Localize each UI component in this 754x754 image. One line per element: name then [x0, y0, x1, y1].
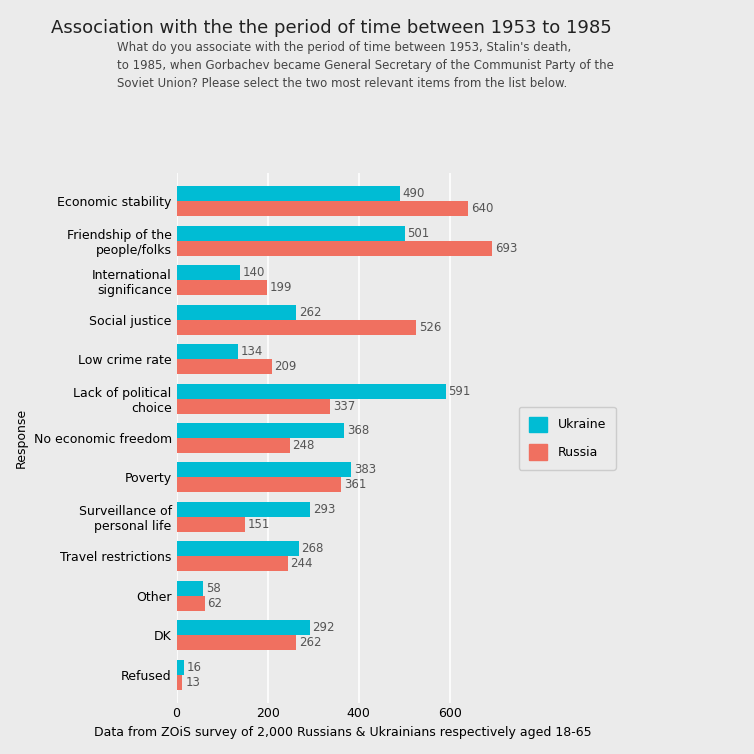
Text: 693: 693 [495, 241, 517, 255]
Text: 268: 268 [302, 542, 323, 556]
Bar [176, 201, 468, 216]
Text: 368: 368 [347, 424, 369, 437]
Bar [176, 399, 330, 413]
Bar [176, 320, 416, 335]
Bar [176, 541, 299, 556]
Text: 383: 383 [354, 464, 376, 477]
Text: What do you associate with the period of time between 1953, Stalin's death,
to 1: What do you associate with the period of… [117, 41, 614, 90]
Bar [176, 462, 351, 477]
Y-axis label: Response: Response [15, 408, 28, 468]
Text: 262: 262 [299, 305, 321, 318]
Bar [176, 241, 492, 256]
Bar [176, 660, 184, 675]
Text: 140: 140 [243, 266, 265, 279]
Bar [176, 438, 290, 453]
Text: 151: 151 [248, 518, 271, 531]
Bar [176, 517, 245, 532]
Text: 209: 209 [274, 360, 297, 373]
Text: 199: 199 [270, 281, 293, 294]
Bar [176, 423, 345, 438]
Text: 134: 134 [241, 345, 262, 358]
Bar [176, 305, 296, 320]
Text: 292: 292 [312, 621, 335, 634]
Bar [176, 186, 400, 201]
Text: 13: 13 [185, 676, 200, 689]
Bar [176, 280, 267, 295]
Text: 262: 262 [299, 636, 321, 649]
Bar [176, 384, 446, 399]
Text: 501: 501 [408, 226, 430, 240]
Text: 244: 244 [290, 557, 313, 571]
Text: 293: 293 [313, 503, 335, 516]
Text: 58: 58 [206, 582, 220, 595]
Bar [176, 636, 296, 651]
Bar [176, 359, 271, 374]
Text: 591: 591 [449, 385, 471, 397]
Bar [176, 596, 205, 611]
X-axis label: Data from ZOiS survey of 2,000 Russians & Ukrainians respectively aged 18-65: Data from ZOiS survey of 2,000 Russians … [94, 726, 592, 739]
Text: 640: 640 [470, 202, 493, 215]
Text: 490: 490 [403, 187, 425, 200]
Text: Association with the the period of time between 1953 to 1985: Association with the the period of time … [51, 19, 612, 37]
Bar [176, 556, 288, 572]
Bar [176, 225, 405, 241]
Text: 16: 16 [186, 661, 201, 674]
Text: 248: 248 [293, 439, 314, 452]
Bar [176, 265, 241, 280]
Bar [176, 502, 310, 517]
Text: 62: 62 [207, 597, 222, 610]
Bar [176, 581, 203, 596]
Bar [176, 477, 341, 492]
Legend: Ukraine, Russia: Ukraine, Russia [519, 406, 616, 470]
Bar [176, 675, 182, 690]
Text: 361: 361 [344, 479, 366, 492]
Bar [176, 621, 310, 636]
Text: 337: 337 [333, 400, 355, 412]
Bar [176, 344, 238, 359]
Text: 526: 526 [419, 320, 441, 333]
